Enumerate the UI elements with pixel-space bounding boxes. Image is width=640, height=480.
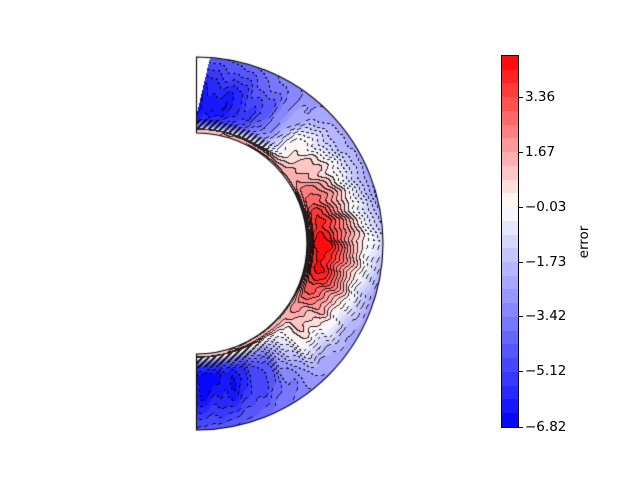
colorbar-tick-label: −6.82 xyxy=(525,418,567,435)
colorbar-band xyxy=(502,138,518,153)
colorbar-band xyxy=(502,316,518,331)
colorbar-tick xyxy=(519,261,523,263)
colorbar-band xyxy=(502,344,518,359)
colorbar-tick xyxy=(519,426,523,428)
colorbar-band xyxy=(502,193,518,208)
colorbar-axis-label: error xyxy=(576,225,592,259)
colorbar-tick-label: −1.73 xyxy=(525,253,567,270)
colorbar-band xyxy=(502,152,518,166)
colorbar-band xyxy=(502,207,518,221)
colorbar-tick-label: −5.12 xyxy=(525,363,567,380)
colorbar-tick-label: 3.36 xyxy=(525,88,556,105)
colorbar-band xyxy=(502,124,518,139)
colorbar-band xyxy=(502,97,518,111)
colorbar-band xyxy=(502,220,518,235)
colorbar-band xyxy=(502,399,518,414)
colorbar-band xyxy=(502,275,518,290)
colorbar-band xyxy=(502,83,518,98)
colorbar-band xyxy=(502,371,518,386)
colorbar-tick xyxy=(519,96,523,98)
colorbar-band xyxy=(502,303,518,317)
colorbar-band xyxy=(502,234,518,249)
colorbar-band xyxy=(502,289,518,304)
colorbar-band xyxy=(502,110,518,125)
colorbar-band xyxy=(502,248,518,263)
colorbar xyxy=(501,55,519,428)
colorbar-band xyxy=(502,69,518,84)
colorbar-tick xyxy=(519,151,523,153)
colorbar-band xyxy=(502,56,518,70)
colorbar-tick-label: 1.67 xyxy=(525,143,556,160)
colorbar-band xyxy=(502,358,518,372)
colorbar-band xyxy=(502,262,518,276)
colorbar-tick xyxy=(519,316,523,318)
colorbar-band xyxy=(502,179,518,194)
colorbar-tick xyxy=(519,371,523,373)
colorbar-tick xyxy=(519,206,523,208)
colorbar-band xyxy=(502,413,518,427)
colorbar-band xyxy=(502,385,518,400)
colorbar-band xyxy=(502,165,518,180)
colorbar-tick-label: −3.42 xyxy=(525,308,567,325)
colorbar-tick-label: −0.03 xyxy=(525,198,567,215)
colorbar-band xyxy=(502,330,518,345)
